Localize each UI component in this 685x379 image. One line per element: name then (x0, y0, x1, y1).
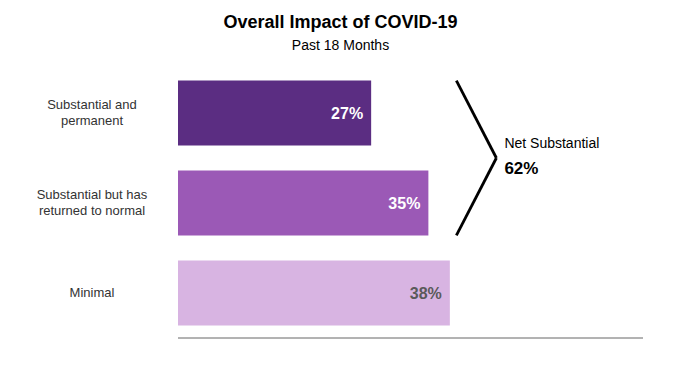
html-text:Past 18 Months: Past 18 Months (291, 37, 390, 53)
svg-text:27%: 27% (331, 105, 363, 122)
html-text:Overall Impact of COVID-19: Overall Impact of COVID-19 (223, 12, 458, 32)
svg-text:62%: 62% (504, 159, 538, 178)
svg-text:Substantial but hasreturned to: Substantial but hasreturned to normal (37, 187, 148, 218)
svg-text:Minimal: Minimal (70, 285, 115, 300)
svg-text:38%: 38% (410, 285, 442, 302)
svg-text:35%: 35% (388, 195, 420, 212)
svg-text:Substantial andpermanent: Substantial andpermanent (47, 97, 137, 128)
svg-text:Net Substantial: Net Substantial (504, 135, 599, 151)
